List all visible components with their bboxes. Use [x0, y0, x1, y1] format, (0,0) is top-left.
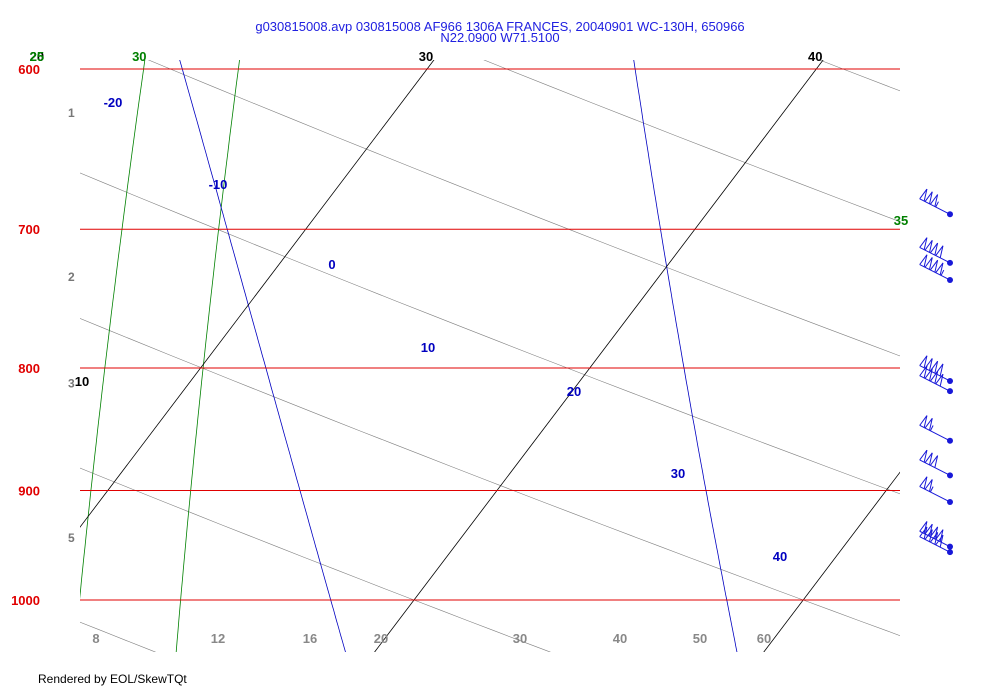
wind-barb [919, 521, 953, 550]
wind-barb [919, 476, 953, 505]
wind-barbs [919, 188, 953, 556]
dry-adiabat-line [989, 0, 1000, 680]
mixing-ratio-line [80, 60, 146, 600]
height-label: 5 [68, 531, 75, 545]
isotherm-line [374, 60, 824, 652]
mixing-ratio-label: 30 [132, 49, 146, 64]
wind-barb [919, 365, 953, 395]
wind-barb [919, 355, 953, 384]
wet-adiabat-label: 30 [671, 466, 685, 481]
dry-adiabat-line [80, 172, 900, 495]
bottom-axis-label: 50 [693, 631, 707, 646]
isotherm-label: 10 [75, 374, 89, 389]
dry-adiabat-line [80, 318, 900, 636]
bottom-axis-label: 60 [757, 631, 771, 646]
isotherm-label: 40 [808, 49, 822, 64]
wet-adiabat-label: -20 [104, 95, 123, 110]
wet-adiabat-label: -10 [209, 177, 228, 192]
footer-credit: Rendered by EOL/SkewTQt [38, 672, 187, 686]
wind-barb [919, 254, 953, 283]
bottom-axis-label: 30 [513, 631, 527, 646]
wind-barb [919, 449, 953, 479]
bottom-axis-label: 12 [211, 631, 225, 646]
mixing-ratio-line [0, 0, 44, 680]
wind-barb [919, 188, 953, 218]
plot-area [0, 0, 1000, 680]
wet-adiabat-line [179, 60, 346, 652]
pressure-label: 1000 [11, 593, 40, 608]
wind-barb [919, 237, 953, 266]
pressure-label: 600 [18, 62, 40, 77]
height-label: 2 [68, 270, 75, 284]
wet-adiabat-label: 10 [421, 340, 435, 355]
isotherm-line [0, 0, 92, 680]
isotherm-line [80, 60, 435, 528]
chart-subtitle: N22.0900 W71.5100 [440, 30, 560, 45]
height-label: 3 [68, 377, 75, 391]
wet-adiabat-label: 0 [328, 257, 335, 272]
bottom-axis-label: 20 [374, 631, 388, 646]
isotherm-line [763, 471, 900, 652]
wet-adiabat-line [633, 60, 738, 652]
bottom-axis-label: 16 [303, 631, 317, 646]
bottom-axis-label: 8 [92, 631, 99, 646]
wind-barb [919, 526, 953, 556]
dry-adiabat-line [818, 60, 900, 92]
isotherm-label: 20 [30, 49, 44, 64]
wet-adiabat-label: 40 [773, 549, 787, 564]
pressure-label: 900 [18, 483, 40, 498]
pressure-label: 700 [18, 222, 40, 237]
chart-title: g030815008.avp 030815008 AF966 1306A FRA… [255, 19, 745, 34]
dry-adiabat-line [80, 467, 551, 652]
isotherm-label: 30 [419, 49, 433, 64]
mixing-ratio-label: 35 [894, 213, 908, 228]
bottom-axis-label: 40 [613, 631, 627, 646]
wind-barb [919, 415, 953, 444]
pressure-label: 800 [18, 361, 40, 376]
height-label: 1 [68, 106, 75, 120]
wet-adiabat-label: 20 [567, 384, 581, 399]
mixing-ratio-line [175, 60, 240, 652]
dry-adiabat-line [483, 60, 900, 222]
mixing-ratio-label: 25 [30, 49, 44, 64]
dry-adiabat-line [147, 60, 900, 357]
